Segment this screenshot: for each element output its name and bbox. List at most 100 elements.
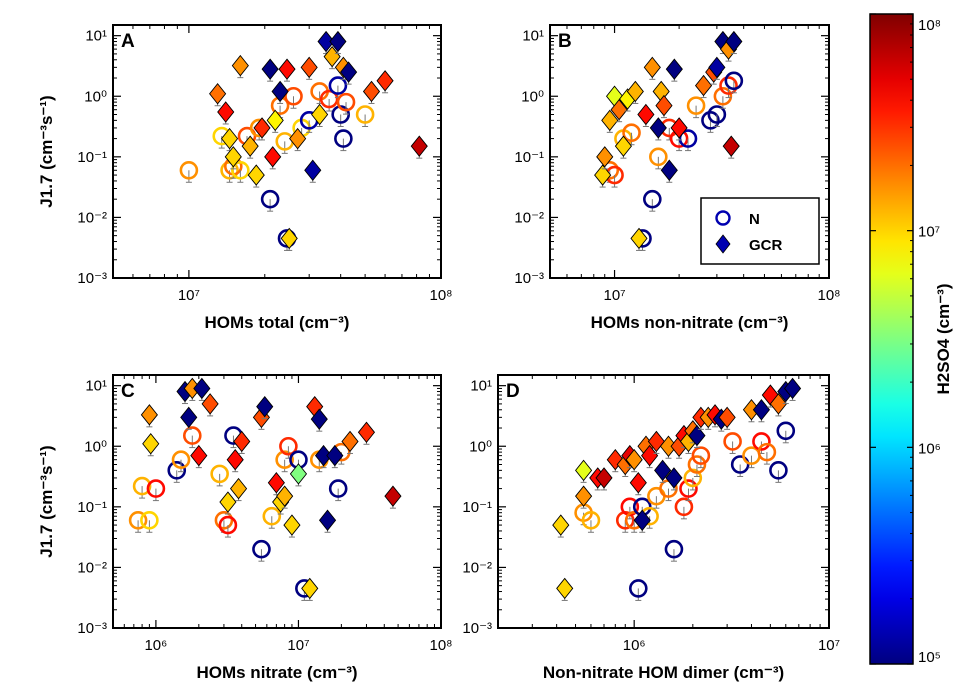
point-gcr — [647, 430, 665, 453]
point-gcr — [761, 384, 779, 406]
point-gcr — [266, 109, 284, 132]
y-axis-label: J1.7 (cm⁻³s⁻¹) — [37, 95, 56, 207]
plot-frame — [112, 24, 442, 279]
point-n — [674, 497, 694, 517]
point-gcr — [276, 485, 294, 507]
point-gcr — [318, 509, 337, 531]
point-n — [132, 476, 152, 496]
point-n — [643, 189, 662, 209]
point-n — [336, 92, 356, 112]
point-gcr — [708, 56, 726, 79]
point-n — [678, 129, 698, 148]
point-gcr — [219, 491, 237, 513]
point-gcr — [595, 467, 613, 489]
point-gcr — [289, 463, 308, 485]
point-gcr — [718, 406, 736, 429]
point-gcr — [180, 406, 198, 429]
plot-frame — [497, 374, 830, 629]
point-gcr — [752, 399, 771, 421]
point-n — [730, 455, 750, 474]
point-gcr — [556, 577, 574, 600]
y-tick-label: 10⁻¹ — [462, 499, 492, 516]
panel-d: 10⁶ 10⁷ 10⁻³ 10⁻² 10⁻¹ 10⁰ 10¹ D Non-nitrate HOM… — [462, 374, 840, 682]
x-tick-label: 10⁸ — [817, 287, 840, 304]
point-gcr — [633, 509, 651, 531]
point-gcr — [289, 127, 307, 150]
panel-a: 10⁷ 10⁸ 10⁻³ 10⁻² 10⁻¹ 10⁰ 10¹ A HOMs total (cm⁻… — [37, 24, 453, 332]
x-tick-label: 10⁶ — [623, 637, 646, 654]
point-gcr — [300, 56, 318, 79]
point-gcr — [665, 58, 683, 80]
point-gcr — [329, 30, 347, 53]
point-gcr — [660, 159, 678, 181]
point-gcr — [209, 83, 227, 105]
y-tick-label: 10¹ — [85, 378, 107, 395]
point-gcr — [670, 117, 688, 139]
y-tick-label: 10⁰ — [84, 438, 107, 455]
point-gcr — [301, 577, 319, 600]
point-gcr — [362, 80, 381, 103]
legend-gcr-marker — [715, 234, 731, 254]
point-gcr — [217, 101, 235, 123]
legend-n-label: N — [749, 211, 760, 228]
panel-label: C — [121, 381, 135, 402]
point-n — [776, 421, 796, 441]
point-n — [723, 432, 742, 451]
colorbar-tick-label: 10⁵ — [918, 649, 941, 666]
x-axis-label: HOMs total (cm⁻³) — [205, 313, 350, 332]
point-n — [328, 479, 348, 498]
point-gcr — [190, 444, 208, 467]
point-gcr — [314, 444, 333, 467]
point-gcr — [606, 448, 624, 471]
point-gcr — [140, 404, 158, 426]
y-tick-label: 10⁻³ — [462, 620, 492, 637]
point-gcr — [596, 146, 614, 168]
point-gcr — [261, 58, 279, 80]
y-tick-label: 10⁻² — [514, 209, 544, 226]
point-gcr — [641, 444, 659, 467]
x-tick-label: 10⁶ — [144, 637, 167, 654]
colorbar-gradient — [869, 13, 914, 665]
point-gcr — [665, 467, 683, 489]
y-tick-label: 10⁰ — [521, 88, 544, 105]
x-axis-label: Non-nitrate HOM dimer (cm⁻³) — [543, 663, 784, 682]
y-tick-label: 10⁰ — [84, 88, 107, 105]
point-gcr — [201, 393, 219, 415]
y-tick-label: 10⁻² — [462, 559, 492, 576]
point-gcr — [637, 103, 655, 126]
y-tick-label: 10⁻³ — [514, 270, 544, 287]
point-n — [679, 479, 698, 498]
point-gcr — [594, 164, 612, 186]
point-gcr — [224, 146, 242, 168]
point-gcr — [278, 58, 296, 80]
point-gcr — [253, 117, 271, 139]
point-gcr — [193, 377, 211, 400]
point-gcr — [654, 459, 672, 482]
point-n — [231, 160, 250, 180]
point-gcr — [241, 135, 259, 157]
point-n — [260, 189, 280, 209]
point-gcr — [310, 408, 328, 430]
data-marks — [179, 30, 428, 251]
point-gcr — [256, 395, 274, 418]
point-n — [128, 510, 148, 530]
colorbar-tick-label: 10⁷ — [918, 224, 940, 241]
x-axis-label: HOMs non-nitrate (cm⁻³) — [591, 313, 789, 332]
point-gcr — [231, 54, 249, 77]
point-gcr — [226, 448, 244, 471]
point-gcr — [311, 103, 329, 126]
panel-b: 10⁷ 10⁸ 10⁻³ 10⁻² 10⁻¹ 10⁰ 10¹ B HOMs non-nitrat… — [514, 24, 841, 332]
y-tick-label: 10⁻² — [77, 209, 107, 226]
point-n — [724, 71, 744, 91]
point-n — [691, 446, 711, 465]
y-tick-label: 10⁰ — [469, 438, 492, 455]
point-gcr — [340, 61, 358, 83]
legend: N GCR — [700, 197, 820, 265]
point-gcr — [575, 485, 593, 507]
point-n — [279, 436, 298, 456]
point-gcr — [233, 430, 251, 453]
point-gcr — [575, 459, 593, 482]
y-tick-label: 10⁻² — [77, 559, 107, 576]
point-gcr — [410, 135, 428, 157]
colorbar-tick-label: 10⁸ — [918, 17, 941, 34]
